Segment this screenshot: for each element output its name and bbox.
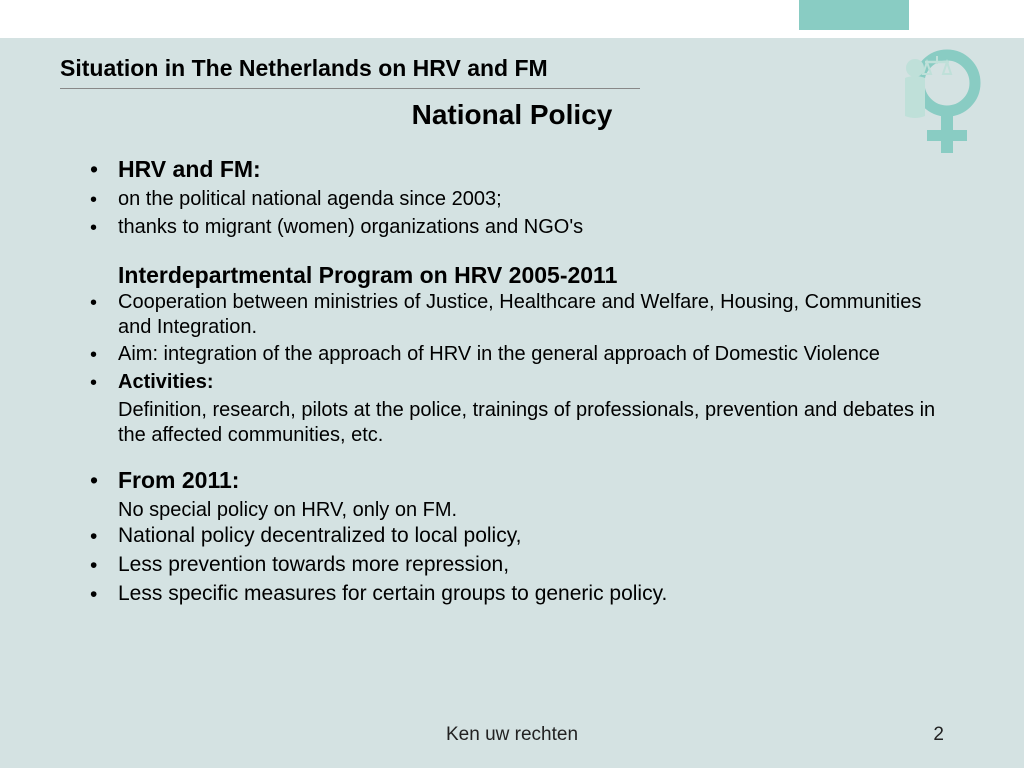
section1-heading: HRV and FM: [118,155,960,184]
activities-label: Activities: [118,370,960,395]
bullet-item: Less specific measures for certain group… [118,581,960,607]
main-title: National Policy [0,99,1024,131]
bullet-item: Cooperation between ministries of Justic… [118,290,960,340]
footer-text: Ken uw rechten [0,724,1024,746]
header-title: Situation in The Netherlands on HRV and … [60,55,548,82]
content-body: • HRV and FM: • on the political nationa… [90,155,960,610]
section3-lead: No special policy on HRV, only on FM. [118,498,960,523]
bullet-item: National policy decentralized to local p… [118,523,960,549]
top-accent-bar [799,0,909,30]
section3-heading: From 2011: [118,466,960,495]
bullet-item: Less prevention towards more repression, [118,552,960,578]
section2-heading: Interdepartmental Program on HRV 2005-20… [118,261,960,290]
activities-text: Definition, research, pilots at the poli… [118,398,960,448]
bullet-item: thanks to migrant (women) organizations … [118,215,960,240]
bullet-item: on the political national agenda since 2… [118,187,960,212]
header-rule [60,88,640,89]
page-number: 2 [933,724,944,746]
bullet-item: Aim: integration of the approach of HRV … [118,342,960,367]
